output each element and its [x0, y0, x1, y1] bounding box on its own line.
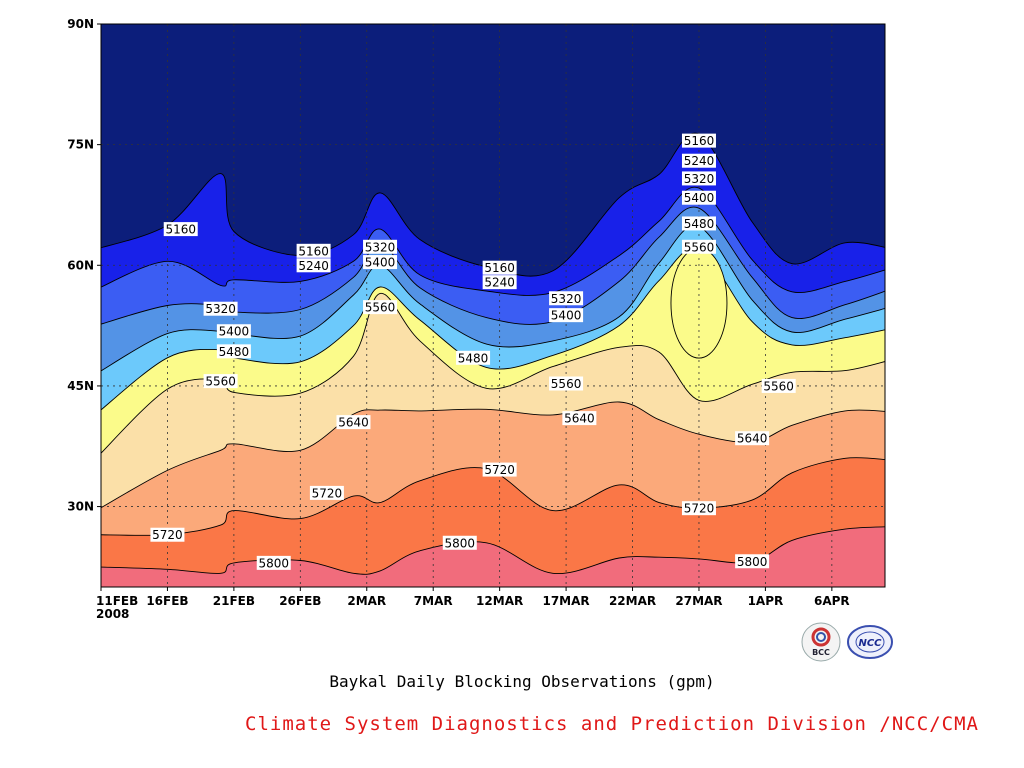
contour-label: 5560 [203, 374, 238, 389]
contour-label: 5400 [681, 190, 716, 205]
contour-label: 5800 [735, 554, 770, 569]
x-tick-label: 1APR [748, 594, 784, 608]
svg-text:5560: 5560 [763, 379, 794, 393]
x-tick-label: 11FEB [96, 594, 138, 608]
svg-text:5800: 5800 [445, 536, 476, 550]
x-tick-label: 2008 [96, 607, 129, 621]
contour-label: 5320 [363, 239, 398, 254]
svg-text:5720: 5720 [484, 463, 515, 477]
x-tick-label: 26FEB [279, 594, 321, 608]
chart-subtitle: Climate System Diagnostics and Predictio… [245, 713, 979, 735]
y-tick-label: 30N [67, 500, 94, 514]
x-tick-label: 22MAR [609, 594, 656, 608]
contour-label: 5480 [216, 344, 251, 359]
contour-label: 5240 [681, 153, 716, 168]
contour-lines [101, 132, 885, 575]
chart-title: Baykal Daily Blocking Observations (gpm) [329, 672, 715, 691]
svg-text:5160: 5160 [484, 261, 515, 275]
contour-label: 5640 [562, 411, 597, 426]
plot-frame [100, 23, 886, 588]
svg-text:5240: 5240 [484, 276, 515, 290]
svg-text:5320: 5320 [365, 240, 396, 254]
contour-label: 5800 [442, 535, 477, 550]
svg-text:BCC: BCC [812, 648, 830, 657]
contour-label: 5160 [163, 222, 198, 237]
svg-text:5400: 5400 [365, 256, 396, 270]
svg-text:5560: 5560 [205, 375, 236, 389]
svg-text:5240: 5240 [684, 154, 715, 168]
y-tick-label: 75N [67, 138, 94, 152]
contour-label: 5160 [482, 260, 517, 275]
contour-label: 5720 [681, 501, 716, 516]
x-tick-label: 27MAR [675, 594, 722, 608]
contour-line-5240 [101, 186, 885, 296]
svg-text:5160: 5160 [298, 244, 329, 258]
svg-text:5320: 5320 [205, 302, 236, 316]
svg-text:5560: 5560 [365, 301, 396, 315]
contour-label: 5560 [363, 300, 398, 315]
x-tick-label: 7MAR [414, 594, 453, 608]
x-tick-label: 6APR [814, 594, 850, 608]
svg-text:5240: 5240 [298, 259, 329, 273]
svg-text:5480: 5480 [458, 351, 489, 365]
svg-text:5720: 5720 [312, 486, 343, 500]
contour-label: 5720 [150, 527, 185, 542]
contour-label: 5800 [256, 555, 291, 570]
svg-text:5800: 5800 [258, 556, 289, 570]
svg-text:5320: 5320 [551, 292, 582, 306]
contour-label: 5560 [681, 239, 716, 254]
contour-label: 5560 [549, 376, 584, 391]
contour-label: 5480 [681, 216, 716, 231]
svg-text:5400: 5400 [551, 309, 582, 323]
svg-text:NCC: NCC [858, 638, 882, 649]
contour-band-5160 [101, 24, 885, 277]
svg-text:5320: 5320 [684, 172, 715, 186]
x-tick-label: 17MAR [542, 594, 589, 608]
contour-label: 5480 [456, 350, 491, 365]
contour-label: 5240 [482, 275, 517, 290]
contour-label: 5320 [681, 171, 716, 186]
svg-text:5560: 5560 [551, 377, 582, 391]
ncc-logo: NCC [846, 624, 894, 660]
svg-text:5720: 5720 [684, 502, 715, 516]
contour-label: 5720 [309, 485, 344, 500]
x-tick-label: 12MAR [476, 594, 523, 608]
svg-text:5400: 5400 [684, 191, 715, 205]
bcc-logo: BCC [800, 621, 842, 663]
contour-labels: 5160516052405320540053205400548055605560… [150, 133, 796, 570]
svg-text:5480: 5480 [219, 345, 250, 359]
svg-text:5720: 5720 [152, 528, 183, 542]
svg-text:5640: 5640 [737, 432, 768, 446]
x-tick-label: 2MAR [347, 594, 386, 608]
contour-label: 5640 [735, 431, 770, 446]
svg-text:5160: 5160 [684, 134, 715, 148]
svg-text:5480: 5480 [684, 217, 715, 231]
contour-label: 5400 [363, 255, 398, 270]
contour-label: 5240 [296, 258, 331, 273]
y-tick-label: 45N [67, 379, 94, 393]
contour-label: 5400 [549, 308, 584, 323]
svg-text:5800: 5800 [737, 555, 768, 569]
svg-text:5640: 5640 [564, 412, 595, 426]
contour-label: 5640 [336, 415, 371, 430]
contour-label: 5560 [761, 378, 796, 393]
svg-text:5160: 5160 [165, 223, 196, 237]
x-tick-label: 16FEB [146, 594, 188, 608]
contour-label: 5320 [203, 301, 238, 316]
contour-label: 5400 [216, 324, 251, 339]
y-tick-label: 90N [67, 17, 94, 31]
contour-label: 5720 [482, 462, 517, 477]
x-tick-label: 21FEB [213, 594, 255, 608]
y-tick-label: 60N [67, 258, 94, 272]
contour-label: 5320 [549, 291, 584, 306]
contour-label: 5160 [296, 243, 331, 258]
contour-label: 5160 [681, 133, 716, 148]
svg-text:5400: 5400 [219, 325, 250, 339]
svg-text:5560: 5560 [684, 240, 715, 254]
svg-text:5640: 5640 [338, 416, 369, 430]
